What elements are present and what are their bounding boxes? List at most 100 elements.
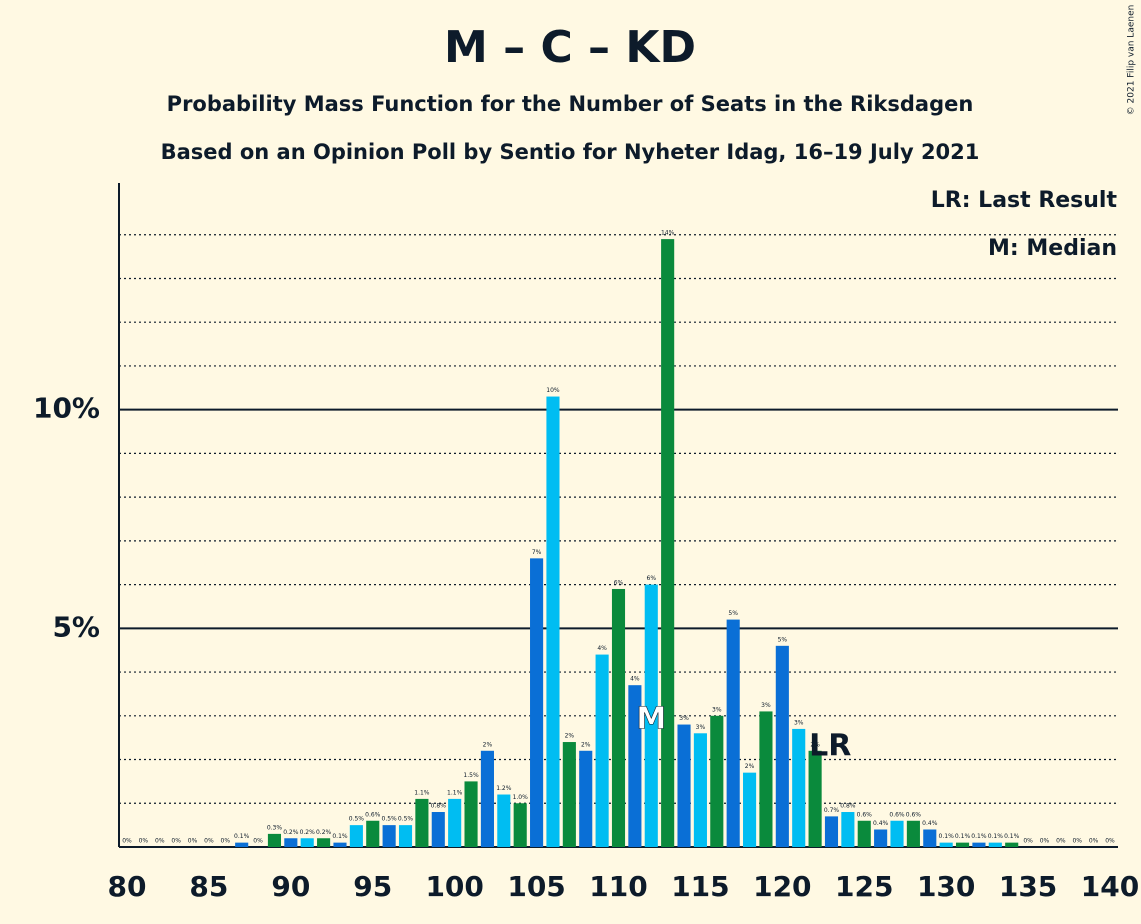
value-label: 0.4%	[873, 820, 889, 827]
x-tick-label: 135	[999, 870, 1057, 903]
bar	[857, 820, 871, 847]
value-label: 5%	[728, 610, 738, 617]
value-label: 7%	[532, 549, 542, 556]
bar	[431, 812, 445, 847]
value-label: 0.2%	[316, 829, 332, 836]
bar	[300, 838, 314, 847]
value-label: 4%	[597, 645, 607, 652]
x-tick-label: 100	[425, 870, 483, 903]
value-label: 2%	[565, 733, 575, 740]
bar	[448, 798, 462, 847]
bar	[480, 750, 494, 847]
value-label: 0.5%	[382, 816, 398, 823]
bar	[841, 812, 855, 847]
value-label: 0%	[139, 838, 149, 845]
value-label: 0.2%	[283, 829, 299, 836]
legend-entry: M: Median	[988, 236, 1117, 261]
x-tick-label: 105	[507, 870, 565, 903]
value-label: 0.1%	[971, 833, 987, 840]
bar	[595, 654, 609, 847]
last-result-marker: LR	[809, 729, 851, 764]
bar	[415, 798, 429, 847]
bar	[824, 816, 839, 847]
value-label: 0%	[1056, 838, 1066, 845]
bar	[349, 825, 363, 847]
value-label: 1.1%	[447, 789, 463, 796]
median-marker: M	[636, 702, 666, 737]
bar	[562, 742, 576, 847]
bar	[513, 803, 527, 847]
x-tick-label: 120	[753, 870, 811, 903]
bar	[759, 711, 773, 847]
value-label: 0.6%	[365, 811, 381, 818]
value-label: 0%	[188, 838, 198, 845]
value-label: 3%	[679, 715, 689, 722]
value-label: 3%	[712, 706, 722, 713]
bar	[382, 825, 396, 847]
x-tick-label: 130	[917, 870, 975, 903]
value-label: 2%	[483, 741, 493, 748]
bar	[1005, 842, 1019, 847]
value-label: 1.5%	[463, 772, 479, 779]
y-tick-label: 10%	[33, 392, 100, 425]
y-tick-label: 5%	[52, 610, 100, 643]
bar	[955, 842, 970, 847]
bar	[530, 558, 544, 847]
value-label: 0.1%	[332, 833, 348, 840]
value-label: 0%	[155, 838, 165, 845]
value-label: 0.8%	[431, 803, 447, 810]
value-label: 2%	[745, 763, 755, 770]
value-label: 1.1%	[414, 789, 430, 796]
value-label: 1.2%	[496, 785, 512, 792]
value-label: 0.6%	[889, 811, 905, 818]
bar	[775, 645, 789, 847]
bar	[874, 829, 888, 847]
bar	[267, 833, 282, 847]
value-label: 0.1%	[234, 833, 250, 840]
value-label: 6%	[647, 575, 657, 582]
value-label: 0%	[1089, 838, 1099, 845]
value-label: 0%	[1072, 838, 1082, 845]
value-label: 0%	[1023, 838, 1033, 845]
bar	[366, 820, 380, 847]
x-tick-label: 90	[271, 870, 310, 903]
bar	[792, 728, 806, 847]
chart-subtitle: Based on an Opinion Poll by Sentio for N…	[161, 140, 980, 164]
chart-title: M – C – KD	[444, 22, 696, 73]
x-tick-label: 140	[1081, 870, 1139, 903]
bar	[333, 842, 347, 847]
bar	[317, 838, 331, 847]
value-label: 3%	[794, 719, 804, 726]
value-label: 1.0%	[513, 794, 529, 801]
bar	[579, 750, 593, 847]
bar	[661, 239, 675, 847]
bar	[808, 750, 822, 847]
value-label: 0.1%	[955, 833, 971, 840]
x-tick-label: 80	[108, 870, 147, 903]
bar	[235, 842, 249, 847]
x-tick-label: 85	[189, 870, 228, 903]
value-label: 0%	[122, 838, 132, 845]
bar	[939, 842, 953, 847]
bar	[906, 820, 920, 847]
x-tick-label: 125	[835, 870, 893, 903]
value-label: 3%	[761, 702, 771, 709]
bar	[464, 781, 478, 847]
value-label: 0.8%	[840, 803, 856, 810]
bar	[972, 842, 986, 847]
value-label: 0.7%	[824, 807, 840, 814]
legend-entry: LR: Last Result	[931, 188, 1118, 213]
bar	[644, 584, 658, 847]
value-label: 0.5%	[398, 816, 414, 823]
value-label: 0%	[171, 838, 181, 845]
value-label: 0.1%	[1004, 833, 1020, 840]
bar	[677, 724, 691, 847]
value-label: 0%	[204, 838, 214, 845]
value-label: 0.6%	[857, 811, 873, 818]
value-label: 0.3%	[267, 824, 283, 831]
bar	[988, 842, 1002, 847]
value-label: 0%	[1040, 838, 1050, 845]
bar	[284, 838, 298, 847]
value-label: 5%	[778, 636, 788, 643]
value-label: 0%	[253, 838, 263, 845]
